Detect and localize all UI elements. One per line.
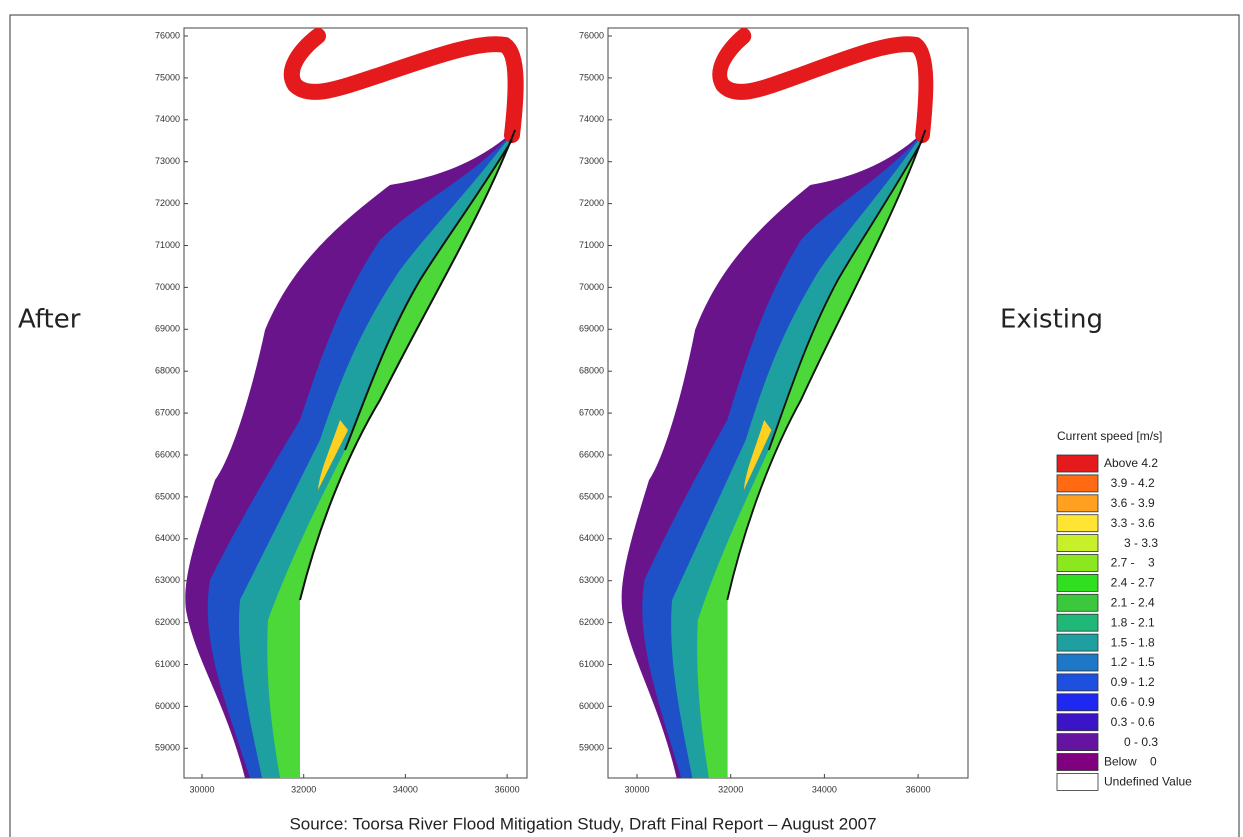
legend-label: 0 - 0.3 — [1104, 735, 1158, 749]
x-tick-label: 32000 — [718, 784, 743, 794]
legend-title: Current speed [m/s] — [1057, 429, 1162, 443]
y-tick-label: 64000 — [579, 533, 604, 543]
y-tick-label: 68000 — [155, 366, 180, 376]
y-tick-label: 64000 — [155, 533, 180, 543]
figure-page: 76000 75000 74000 73000 72000 71000 70000 69000… — [0, 0, 1243, 837]
legend-swatch — [1057, 674, 1098, 691]
legend-label: 1.2 - 1.5 — [1104, 655, 1155, 669]
y-tick-label: 69000 — [579, 324, 604, 334]
legend-swatch — [1057, 555, 1098, 572]
legend-swatch — [1057, 535, 1098, 552]
y-tick-label: 72000 — [579, 198, 604, 208]
legend-swatch — [1057, 515, 1098, 532]
y-tick-label: 68000 — [579, 366, 604, 376]
y-tick-label: 75000 — [579, 72, 604, 82]
y-tick-label: 65000 — [155, 491, 180, 501]
legend-swatch — [1057, 614, 1098, 631]
y-tick-label: 76000 — [155, 30, 180, 40]
y-tick-label: 60000 — [155, 701, 180, 711]
panel-label: After — [18, 305, 81, 335]
legend-label: Undefined Value — [1104, 775, 1192, 789]
legend-label: 0.3 - 0.6 — [1104, 715, 1155, 729]
legend-swatch — [1057, 455, 1098, 472]
y-tick-label: 71000 — [579, 240, 604, 250]
y-tick-label: 69000 — [155, 324, 180, 334]
y-tick-label: 59000 — [155, 743, 180, 753]
legend-swatch — [1057, 594, 1098, 611]
legend-swatch — [1057, 773, 1098, 790]
y-tick-label: 71000 — [155, 240, 180, 250]
x-tick-label: 36000 — [906, 784, 931, 794]
y-tick-label: 74000 — [155, 114, 180, 124]
y-tick-label: 76000 — [579, 30, 604, 40]
legend-label: Below 0 — [1104, 755, 1157, 769]
legend-swatch — [1057, 754, 1098, 771]
legend-swatch — [1057, 475, 1098, 492]
y-tick-label: 70000 — [155, 282, 180, 292]
legend-label: Above 4.2 — [1104, 456, 1158, 470]
legend-label: 3.3 - 3.6 — [1104, 516, 1155, 530]
source-note: Source: Toorsa River Flood Mitigation St… — [289, 814, 876, 833]
legend-label: 2.4 - 2.7 — [1104, 576, 1155, 590]
y-tick-label: 66000 — [579, 449, 604, 459]
legend-swatch — [1057, 574, 1098, 591]
y-tick-label: 59000 — [579, 743, 604, 753]
x-tick-label: 34000 — [393, 784, 418, 794]
legend-label: 1.5 - 1.8 — [1104, 635, 1155, 649]
legend-label: 0.6 - 0.9 — [1104, 695, 1155, 709]
panel: 76000 75000 74000 73000 72000 71000 70000 69000… — [579, 28, 968, 794]
y-tick-label: 72000 — [155, 198, 180, 208]
legend-swatch — [1057, 495, 1098, 512]
x-tick-label: 32000 — [291, 784, 316, 794]
x-tick-label: 30000 — [189, 784, 214, 794]
legend-swatch — [1057, 694, 1098, 711]
legend-label: 2.1 - 2.4 — [1104, 595, 1155, 609]
figure: 76000 75000 74000 73000 72000 71000 70000 69000… — [0, 0, 1243, 837]
panel: 76000 75000 74000 73000 72000 71000 70000 69000… — [155, 28, 527, 794]
y-tick-label: 62000 — [155, 617, 180, 627]
y-tick-label: 70000 — [579, 282, 604, 292]
y-tick-label: 74000 — [579, 114, 604, 124]
x-tick-label: 30000 — [624, 784, 649, 794]
x-tick-label: 36000 — [495, 784, 520, 794]
y-tick-label: 75000 — [155, 72, 180, 82]
legend-label: 3.9 - 4.2 — [1104, 476, 1155, 490]
legend: Above 4.2 3.9 - 4.2 3.6 - 3.9 3.3 - 3.6 … — [1057, 455, 1192, 790]
legend-label: 3 - 3.3 — [1104, 536, 1158, 550]
legend-swatch — [1057, 634, 1098, 651]
y-tick-label: 65000 — [579, 491, 604, 501]
x-tick-label: 34000 — [812, 784, 837, 794]
y-tick-label: 61000 — [579, 659, 604, 669]
legend-label: 2.7 - 3 — [1104, 556, 1155, 570]
y-tick-label: 60000 — [579, 701, 604, 711]
y-tick-label: 67000 — [155, 407, 180, 417]
legend-swatch — [1057, 734, 1098, 751]
y-tick-label: 61000 — [155, 659, 180, 669]
y-tick-label: 63000 — [155, 575, 180, 585]
legend-swatch — [1057, 654, 1098, 671]
y-tick-label: 67000 — [579, 407, 604, 417]
y-tick-label: 63000 — [579, 575, 604, 585]
legend-label: 1.8 - 2.1 — [1104, 615, 1155, 629]
legend-swatch — [1057, 714, 1098, 731]
y-tick-label: 66000 — [155, 449, 180, 459]
panel-label: Existing — [1000, 305, 1103, 335]
y-tick-label: 73000 — [579, 156, 604, 166]
y-tick-label: 62000 — [579, 617, 604, 627]
legend-label: 0.9 - 1.2 — [1104, 675, 1155, 689]
y-tick-label: 73000 — [155, 156, 180, 166]
legend-label: 3.6 - 3.9 — [1104, 496, 1155, 510]
